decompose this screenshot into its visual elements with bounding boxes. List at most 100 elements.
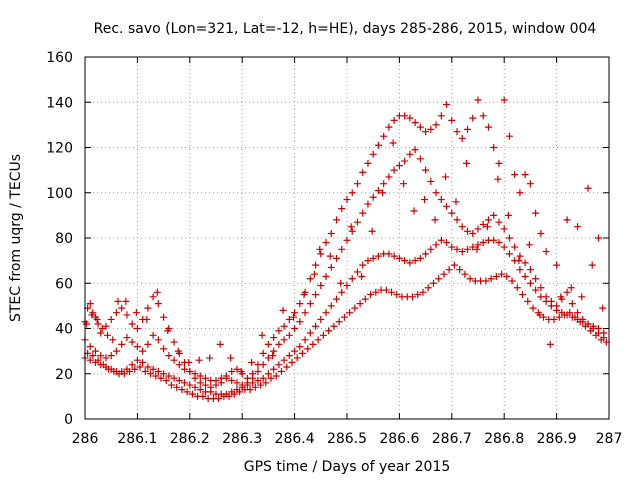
data-point <box>327 263 335 271</box>
data-point <box>131 365 139 373</box>
data-point <box>516 189 524 197</box>
data-point <box>160 370 168 378</box>
data-point <box>505 234 513 242</box>
data-point <box>429 279 437 287</box>
data-point <box>453 216 461 224</box>
data-point <box>442 173 450 181</box>
chart-title: Rec. savo (Lon=321, Lat=-12, h=HE), days… <box>94 21 597 37</box>
data-point <box>474 225 482 233</box>
data-point <box>280 356 288 364</box>
data-point <box>532 275 540 283</box>
data-point <box>83 320 91 328</box>
data-point <box>185 358 193 366</box>
data-point <box>144 363 152 371</box>
data-point <box>233 365 241 373</box>
data-point <box>498 270 506 278</box>
x-axis-tick-labels: 286 286.1 286.2 286.3 286.4 286.5 286.6 286.7 28… <box>72 431 623 447</box>
data-point <box>364 257 372 265</box>
data-point <box>152 372 160 380</box>
data-point <box>356 300 364 308</box>
data-point <box>262 379 270 387</box>
data-point <box>563 216 571 224</box>
data-point <box>330 322 338 330</box>
data-point <box>411 119 419 127</box>
data-point <box>327 302 335 310</box>
data-point <box>202 381 210 389</box>
data-point <box>348 189 356 197</box>
data-point <box>157 374 165 382</box>
data-point <box>458 134 466 142</box>
data-point <box>385 123 393 131</box>
data-point <box>346 309 354 317</box>
y-tick-label: 100 <box>46 186 73 202</box>
data-point <box>495 218 503 226</box>
data-point <box>128 338 136 346</box>
data-point <box>144 304 152 312</box>
data-point <box>474 96 482 104</box>
x-tick-label: 286.3 <box>222 431 262 447</box>
x-tick-label: 286.5 <box>327 431 367 447</box>
data-point <box>521 171 529 179</box>
data-point <box>275 327 283 335</box>
data-point <box>118 304 126 312</box>
data-point <box>359 168 367 176</box>
data-point <box>278 367 285 375</box>
data-point <box>526 180 534 188</box>
x-tick-label: 286.9 <box>537 431 577 447</box>
data-point <box>484 123 492 131</box>
data-point <box>445 266 453 274</box>
data-point <box>553 306 561 314</box>
data-point <box>264 370 272 378</box>
data-point <box>162 377 170 385</box>
data-point <box>123 311 131 319</box>
y-tick-label: 80 <box>55 231 73 247</box>
data-point <box>529 304 537 312</box>
data-point <box>521 272 529 280</box>
y-axis-label: STEC from uqrg / TECUs <box>8 154 24 322</box>
data-point <box>107 352 115 360</box>
data-point <box>291 309 299 317</box>
data-point <box>587 327 595 335</box>
data-point <box>364 159 372 167</box>
data-point <box>567 284 575 292</box>
data-point <box>264 340 272 348</box>
data-point <box>309 340 317 348</box>
data-point <box>290 313 298 321</box>
x-tick-label: 286.4 <box>275 431 315 447</box>
data-point <box>195 356 203 364</box>
data-point <box>174 347 182 355</box>
data-point <box>311 270 319 278</box>
data-point <box>482 277 490 285</box>
data-point <box>280 336 288 344</box>
data-point <box>600 329 608 337</box>
data-point <box>233 379 241 387</box>
data-point <box>458 248 466 256</box>
data-point <box>521 259 529 267</box>
data-point <box>416 123 424 131</box>
data-point <box>395 254 403 262</box>
data-point <box>379 189 387 197</box>
data-point <box>312 261 320 269</box>
data-point <box>542 248 550 256</box>
data-point <box>364 200 372 208</box>
data-point <box>88 311 96 319</box>
data-point <box>566 309 574 317</box>
data-point <box>170 338 178 346</box>
data-point <box>243 381 251 389</box>
data-point <box>259 349 267 357</box>
data-point <box>206 354 214 362</box>
data-point <box>141 367 149 375</box>
data-point <box>437 236 445 244</box>
data-point <box>519 291 527 299</box>
data-point <box>128 361 136 369</box>
data-point <box>348 275 356 283</box>
data-point <box>191 383 199 391</box>
data-point <box>91 347 99 355</box>
data-point <box>254 377 262 385</box>
data-point <box>359 209 367 217</box>
data-point <box>374 141 382 149</box>
data-point <box>306 329 314 337</box>
data-point <box>216 340 224 348</box>
data-point <box>599 304 607 312</box>
data-point <box>456 266 464 274</box>
